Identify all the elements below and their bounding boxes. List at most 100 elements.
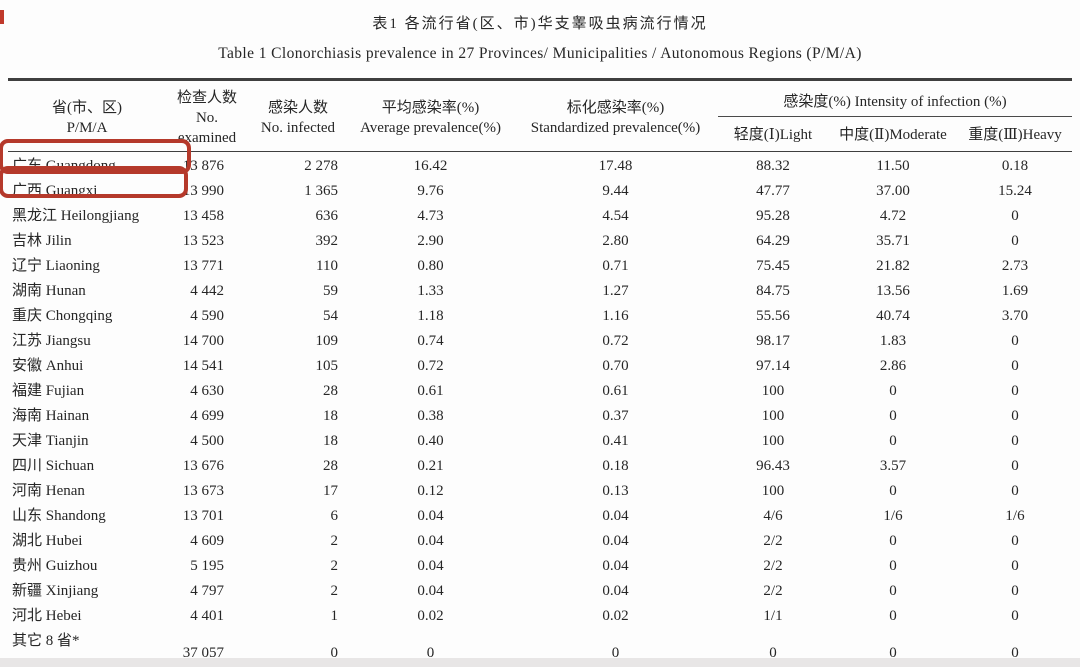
cell-intensity-light: 95.28 bbox=[756, 208, 790, 224]
cell-intensity-moderate: 0 bbox=[889, 558, 897, 574]
cell-intensity-light: 2/2 bbox=[763, 583, 783, 599]
cell-avg-prevalence: 0.04 bbox=[417, 558, 444, 574]
cell-examined: 4 609 bbox=[190, 533, 224, 549]
cell-infected: 28 bbox=[323, 458, 338, 474]
col-header-examined: 检查人数 No. examined bbox=[166, 80, 248, 152]
cell-intensity-moderate: 40.74 bbox=[876, 308, 910, 324]
cell-infected: 6 bbox=[330, 508, 339, 524]
table-row: 四川 Sichuan 13 676 28 0.21 0.18 96.43 3.57 0 bbox=[8, 454, 1072, 479]
cell-intensity-light: 0 bbox=[769, 644, 777, 661]
cell-avg-prevalence: 0 bbox=[426, 644, 435, 661]
cell-examined: 37 057 bbox=[182, 644, 224, 661]
cell-std-prevalence: 0 bbox=[611, 644, 620, 661]
row-label: 河南 Henan bbox=[12, 483, 85, 499]
cell-intensity-moderate: 35.71 bbox=[876, 233, 910, 249]
cell-intensity-moderate: 0 bbox=[889, 608, 897, 624]
cell-infected: 2 bbox=[330, 558, 339, 574]
cell-avg-prevalence: 0.80 bbox=[417, 258, 444, 274]
table-title-zh: 表1 各流行省(区、市)华支睾吸虫病流行情况 bbox=[372, 16, 708, 32]
cell-infected: 0 bbox=[330, 644, 339, 661]
cell-std-prevalence: 0.72 bbox=[602, 333, 629, 349]
table-row: 吉林 Jilin 13 523 392 2.90 2.80 64.29 35.71 0 bbox=[8, 229, 1072, 254]
cell-intensity-heavy: 1/6 bbox=[1005, 508, 1025, 524]
cell-avg-prevalence: 0.12 bbox=[417, 483, 444, 499]
table-row: 安徽 Anhui 14 541 105 0.72 0.70 97.14 2.86 0 bbox=[8, 354, 1072, 379]
col-header-average-prevalence-zh: 平均感染率(%) bbox=[381, 100, 480, 116]
cell-std-prevalence: 1.16 bbox=[602, 308, 629, 324]
col-header-infected-zh: 感染人数 bbox=[267, 100, 328, 116]
cell-intensity-light: 47.77 bbox=[756, 183, 790, 199]
cell-intensity-heavy: 0 bbox=[1011, 644, 1019, 661]
row-label: 安徽 Anhui bbox=[12, 358, 84, 374]
cell-examined: 13 523 bbox=[182, 233, 224, 249]
cell-intensity-heavy: 0 bbox=[1011, 433, 1019, 449]
cell-std-prevalence: 0.18 bbox=[602, 458, 629, 474]
table-body: 广东 Guangdong 13 876 2 278 16.42 17.48 88.32 11… bbox=[8, 152, 1072, 667]
cell-std-prevalence: 0.41 bbox=[602, 433, 629, 449]
cell-avg-prevalence: 0.21 bbox=[417, 458, 444, 474]
cell-std-prevalence: 0.04 bbox=[602, 583, 629, 599]
cell-infected: 1 bbox=[330, 608, 339, 624]
cell-infected: 28 bbox=[323, 383, 338, 399]
bottom-strip bbox=[0, 658, 1080, 667]
cell-intensity-light: 2/2 bbox=[763, 558, 783, 574]
col-header-pma-zh: 省(市、区) bbox=[52, 100, 122, 116]
row-label: 重庆 Chongqing bbox=[12, 308, 113, 324]
cell-intensity-light: 98.17 bbox=[756, 333, 790, 349]
cell-avg-prevalence: 16.42 bbox=[413, 158, 448, 174]
cell-intensity-light: 64.29 bbox=[756, 233, 790, 249]
cell-examined: 4 500 bbox=[190, 433, 224, 449]
cell-examined: 4 442 bbox=[190, 283, 224, 299]
cell-infected: 110 bbox=[316, 258, 338, 274]
cell-examined: 13 701 bbox=[182, 508, 224, 524]
cell-intensity-light: 88.32 bbox=[756, 158, 790, 174]
cell-intensity-light: 55.56 bbox=[756, 308, 790, 324]
col-header-pma-en: P/M/A bbox=[66, 120, 108, 136]
cell-intensity-light: 97.14 bbox=[756, 358, 790, 374]
table-title-en: Table 1 Clonorchiasis prevalence in 27 P… bbox=[218, 45, 862, 62]
cell-intensity-moderate: 0 bbox=[889, 433, 897, 449]
cell-avg-prevalence: 0.40 bbox=[417, 433, 444, 449]
cell-intensity-light: 75.45 bbox=[756, 258, 790, 274]
table-row: 湖南 Hunan 4 442 59 1.33 1.27 84.75 13.56 1.69 bbox=[8, 279, 1072, 304]
cell-intensity-heavy: 0 bbox=[1011, 583, 1019, 599]
col-header-intensity-heavy: 重度(Ⅲ)Heavy bbox=[968, 126, 1062, 143]
cell-intensity-moderate: 37.00 bbox=[876, 183, 910, 199]
cell-examined: 4 797 bbox=[190, 583, 224, 599]
cell-intensity-light: 4/6 bbox=[763, 508, 783, 524]
cell-intensity-light: 100 bbox=[761, 483, 785, 499]
row-label: 新疆 Xinjiang bbox=[12, 583, 99, 599]
cell-std-prevalence: 0.13 bbox=[602, 483, 629, 499]
cell-examined: 5 195 bbox=[190, 558, 224, 574]
cell-intensity-heavy: 0 bbox=[1011, 458, 1019, 474]
cell-avg-prevalence: 0.38 bbox=[417, 408, 444, 424]
col-header-intensity-moderate: 中度(Ⅱ)Moderate bbox=[839, 126, 947, 143]
cell-std-prevalence: 4.54 bbox=[602, 208, 629, 224]
cell-avg-prevalence: 0.04 bbox=[417, 508, 444, 524]
row-label: 山东 Shandong bbox=[12, 508, 106, 524]
cell-std-prevalence: 0.04 bbox=[602, 508, 629, 524]
cell-intensity-heavy: 0 bbox=[1011, 558, 1019, 574]
cell-infected: 17 bbox=[323, 483, 338, 499]
cell-intensity-moderate: 0 bbox=[889, 583, 897, 599]
cell-std-prevalence: 2.80 bbox=[602, 233, 629, 249]
cell-infected: 109 bbox=[315, 333, 339, 349]
cell-intensity-moderate: 2.86 bbox=[879, 358, 907, 374]
cell-avg-prevalence: 1.33 bbox=[417, 283, 444, 299]
table-row: 新疆 Xinjiang 4 797 2 0.04 0.04 2/2 0 0 bbox=[8, 579, 1072, 604]
cell-intensity-heavy: 0 bbox=[1011, 333, 1019, 349]
cell-intensity-heavy: 0 bbox=[1011, 408, 1019, 424]
cell-intensity-light: 84.75 bbox=[756, 283, 790, 299]
cell-std-prevalence: 1.27 bbox=[602, 283, 629, 299]
cell-intensity-heavy: 0 bbox=[1011, 533, 1019, 549]
cell-intensity-moderate: 0 bbox=[889, 483, 897, 499]
cell-avg-prevalence: 0.72 bbox=[417, 358, 444, 374]
cell-examined: 14 700 bbox=[182, 333, 224, 349]
col-header-standardized-prevalence: 标化感染率(%) Standardized prevalence(%) bbox=[513, 80, 718, 152]
cell-intensity-moderate: 0 bbox=[889, 383, 897, 399]
cell-std-prevalence: 0.71 bbox=[602, 258, 629, 274]
cell-intensity-heavy: 0 bbox=[1011, 233, 1019, 249]
table-row: 广西 Guangxi 13 990 1 365 9.76 9.44 47.77 37.00 1… bbox=[8, 179, 1072, 204]
row-label: 广西 Guangxi bbox=[12, 183, 98, 199]
